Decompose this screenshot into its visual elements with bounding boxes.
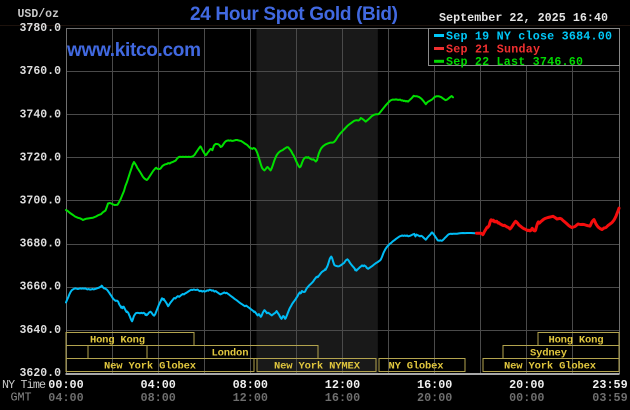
svg-text:04:00: 04:00 [141, 378, 176, 392]
svg-text:www.kitco.com: www.kitco.com [66, 40, 201, 61]
svg-text:00:00: 00:00 [48, 378, 83, 392]
svg-text:08:00: 08:00 [141, 391, 176, 405]
svg-text:12:00: 12:00 [233, 391, 268, 405]
svg-text:Hong Kong: Hong Kong [549, 334, 604, 346]
svg-text:3680.0: 3680.0 [20, 238, 62, 251]
svg-text:Sep 22 Last 3746.60: Sep 22 Last 3746.60 [446, 55, 583, 69]
svg-text:Sydney: Sydney [530, 348, 568, 360]
svg-text:Hong Kong: Hong Kong [90, 334, 145, 346]
svg-text:20:00: 20:00 [417, 391, 452, 405]
svg-text:3740.0: 3740.0 [20, 108, 62, 121]
svg-text:3780.0: 3780.0 [20, 22, 62, 35]
svg-text:NY Time: NY Time [2, 378, 46, 392]
svg-text:3640.0: 3640.0 [20, 324, 62, 337]
svg-text:NY Globex: NY Globex [389, 361, 445, 373]
svg-text:3720.0: 3720.0 [20, 151, 62, 164]
svg-text:03:59: 03:59 [592, 391, 627, 405]
svg-text:GMT: GMT [11, 391, 32, 405]
svg-text:USD/oz: USD/oz [18, 8, 60, 21]
svg-text:04:00: 04:00 [48, 391, 83, 405]
svg-text:Sep 21 Sunday: Sep 21 Sunday [446, 42, 540, 56]
svg-text:12:00: 12:00 [325, 378, 360, 392]
svg-text:3620.0: 3620.0 [20, 367, 62, 380]
svg-text:3760.0: 3760.0 [20, 65, 62, 78]
svg-text:00:00: 00:00 [509, 391, 544, 405]
svg-text:London: London [212, 348, 249, 360]
svg-text:08:00: 08:00 [233, 378, 268, 392]
svg-text:September 22, 2025 16:40: September 22, 2025 16:40 [439, 11, 608, 25]
svg-text:New York NYMEX: New York NYMEX [274, 361, 361, 373]
svg-text:3660.0: 3660.0 [20, 281, 62, 294]
svg-text:24 Hour Spot Gold (Bid): 24 Hour Spot Gold (Bid) [190, 4, 398, 25]
svg-text:23:59: 23:59 [592, 378, 627, 392]
svg-text:New York Globex: New York Globex [504, 361, 597, 373]
svg-text:Sep 19 NY close 3684.00: Sep 19 NY close 3684.00 [446, 29, 612, 43]
svg-text:16:00: 16:00 [325, 391, 360, 405]
svg-text:16:00: 16:00 [417, 378, 452, 392]
svg-text:20:00: 20:00 [509, 378, 544, 392]
svg-text:3700.0: 3700.0 [20, 195, 62, 208]
svg-text:New York Globex: New York Globex [104, 361, 197, 373]
